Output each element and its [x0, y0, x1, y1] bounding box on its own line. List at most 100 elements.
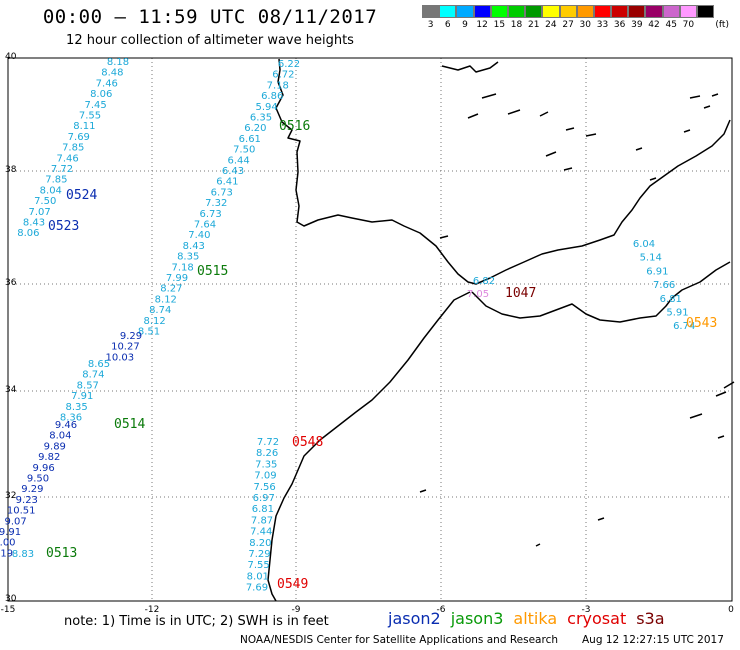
legend-label: 70 [682, 20, 695, 30]
legend-label: 24 [545, 20, 557, 30]
wave-height-label: 7.72 [257, 437, 279, 448]
legend-label: 12 [476, 20, 488, 30]
legend-label: 42 [648, 20, 660, 30]
wave-height-label: 7.07 [28, 207, 50, 218]
wave-height-label: 8.26 [256, 448, 278, 459]
wave-height-label: 9.46 [55, 420, 77, 431]
wave-height-label: 9.91 [0, 527, 21, 538]
wave-height-label: 8.06 [17, 228, 39, 239]
legend-label: 3 [427, 20, 434, 30]
wave-height-label: 6.86 [261, 91, 283, 102]
wave-height-label: 7.18 [171, 262, 193, 273]
wave-height-label: 7.46 [56, 153, 78, 164]
lon-tick-label: -12 [145, 605, 160, 615]
wave-height-label: 7.50 [233, 145, 255, 156]
wave-height-label: 7.64 [194, 220, 216, 231]
coastline-segment [275, 58, 731, 285]
coastline-segment [267, 291, 471, 602]
lon-tick-label: -6 [437, 605, 446, 615]
lat-tick-label: 38 [5, 165, 17, 175]
wave-height-label: 6.73 [211, 187, 233, 198]
legend-swatch: 9 [456, 5, 474, 30]
wave-height-label: 7.91 [71, 391, 93, 402]
wave-height-label: 7.56 [253, 482, 275, 493]
coastline-segment [597, 381, 735, 521]
wave-height-label: 10.03 [105, 352, 134, 363]
legend-label: 33 [596, 20, 609, 30]
wave-height-label: 6.44 [227, 155, 249, 166]
wave-height-label: 8.65 [88, 359, 110, 370]
legend-label: 9 [462, 20, 468, 30]
satellite-name: altika [513, 609, 558, 628]
wave-height-label: 7.66 [653, 280, 675, 291]
legend-swatch: 42 [645, 5, 663, 30]
map-title: 00:00 – 11:59 UTC 08/11/2017 [42, 6, 378, 28]
wave-height-label: 8.48 [101, 68, 123, 79]
pass-id-label: 0523 [48, 219, 79, 234]
wave-height-label: 8.43 [23, 218, 45, 229]
lat-tick-label: 34 [5, 385, 17, 395]
lon-tick-label: -15 [1, 605, 16, 615]
wave-height-label: 8.51 [138, 327, 160, 338]
wave-height-label: 8.35 [65, 402, 87, 413]
wave-height-label: 8.04 [49, 431, 71, 442]
wave-height-label: 7.44 [250, 527, 272, 538]
wave-height-label: 8.20 [249, 538, 271, 549]
wave-height-label: 7.50 [34, 196, 56, 207]
wave-height-label: 8.35 [177, 252, 199, 263]
timestamp: Aug 12 12:27:15 UTC 2017 [582, 634, 724, 646]
lon-tick-label: -9 [292, 605, 301, 615]
legend-unit: (ft) [715, 20, 729, 30]
wave-height-label: 5.14 [640, 253, 662, 264]
legend-swatch: 24 [542, 5, 560, 30]
wave-height-label: 10.27 [111, 342, 140, 353]
legend-swatch: 15 [490, 5, 508, 30]
wave-height-label: 6.97 [253, 493, 275, 504]
legend-swatch: 70 [679, 5, 697, 30]
wave-height-label: 8.43 [183, 241, 205, 252]
legend-swatch: 6 [439, 5, 457, 30]
wave-height-label: 8.06 [90, 89, 112, 100]
wave-height-label: 6.81 [252, 504, 274, 515]
wave-height-label: 7.85 [62, 143, 84, 154]
legend-label: 30 [579, 20, 591, 30]
wave-height-label: 6.41 [216, 177, 238, 188]
legend-swatch: 27 [559, 5, 577, 30]
wave-height-label: 6.82 [473, 276, 495, 287]
axis-labels: 40 38 36 34 32 30-15 -12 -9 -6 -3 0 [1, 52, 734, 615]
wave-height-label: 7.72 [51, 164, 73, 175]
lat-tick-label: 30 [5, 594, 17, 604]
wave-height-label: 8.27 [160, 284, 182, 295]
lon-tick-label: 0 [728, 605, 734, 615]
pass-id-labels: 0524 0523 0516 0515 0514 0513 0548 0549 1047 0543 [46, 119, 717, 592]
wave-height-label: 9.50 [27, 474, 49, 485]
coastline-segment [419, 177, 657, 547]
legend-label: 36 [613, 20, 626, 30]
pass-id-label: 0516 [279, 119, 310, 134]
satellite-name: s3a [636, 609, 665, 628]
wave-height-label: 7.55 [248, 560, 270, 571]
legend-label: 45 [665, 20, 677, 30]
wave-height-label: 7.85 [45, 175, 67, 186]
lat-tick-label: 32 [5, 491, 16, 501]
legend-swatch: 39 [628, 5, 646, 30]
wave-height-label: 7.69 [68, 132, 90, 143]
wave-height-label: 10.51 [7, 506, 36, 517]
wave-height-labels: 8.188.487.468.067.457.558.117.697.857.46… [0, 57, 695, 594]
legend-label: 39 [631, 20, 643, 30]
legend-swatch [697, 5, 715, 30]
map-frame [7, 57, 733, 602]
wave-height-label: 5.94 [255, 102, 277, 113]
wave-height-label: 7.87 [251, 515, 273, 526]
wave-height-label: 7.46 [96, 78, 118, 89]
pass-id-label: 1047 [505, 286, 536, 301]
lat-tick-label: 36 [5, 278, 17, 288]
wave-height-label: 7.18 [267, 80, 289, 91]
wave-height-label: 7.09 [254, 471, 276, 482]
coastline-segment [467, 93, 719, 171]
wave-height-label: 7.69 [246, 583, 268, 594]
pass-id-label: 0549 [277, 577, 308, 592]
pass-id-label: 0524 [66, 188, 97, 203]
legend-label: 18 [510, 20, 523, 30]
